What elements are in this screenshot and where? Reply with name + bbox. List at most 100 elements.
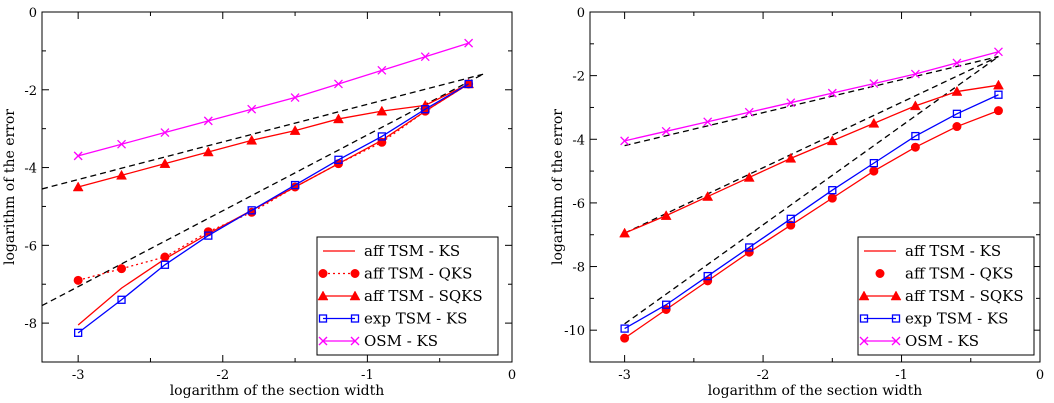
legend-label: aff TSM - QKS	[364, 265, 472, 283]
data-point	[620, 136, 630, 146]
reference-line	[42, 73, 484, 307]
data-point	[786, 214, 795, 223]
legend-label: OSM - KS	[905, 332, 979, 350]
data-point	[827, 193, 837, 203]
cross-stroke	[994, 47, 1003, 57]
series-line	[77, 42, 469, 157]
cross-stroke	[786, 98, 796, 108]
legend: aff TSM - KS aff TSM - QKS aff TSM - SQKS e…	[857, 236, 1035, 356]
data-point	[420, 52, 430, 62]
data-point	[376, 105, 388, 116]
cross-stroke	[464, 38, 474, 48]
data-point	[952, 109, 962, 118]
y-tick-label: -2	[24, 84, 37, 99]
data-point	[869, 158, 878, 168]
data-point	[117, 139, 126, 149]
x-tick-label: -3	[72, 368, 85, 383]
y-tick-label: 0	[577, 6, 585, 21]
data-point	[661, 305, 671, 314]
x-tick-label: -3	[618, 368, 631, 383]
cross-stroke	[661, 126, 671, 136]
x-tick-label: 0	[508, 368, 516, 383]
cross-stroke	[203, 116, 213, 126]
series-line	[624, 84, 999, 234]
data-point	[202, 146, 214, 157]
cross-stroke	[247, 104, 257, 114]
legend-swatch-marker	[859, 336, 869, 346]
cross-stroke	[952, 58, 962, 68]
data-point	[744, 107, 754, 117]
cross-stroke	[827, 88, 837, 98]
legend-swatch-marker	[891, 314, 901, 323]
legend-label: exp TSM - KS	[364, 310, 467, 328]
y-tick-label: -8	[24, 317, 37, 332]
legend-swatch-marker	[318, 269, 328, 278]
data-point	[743, 171, 755, 182]
cross-stroke	[891, 336, 901, 346]
data-point	[910, 69, 920, 79]
y-axis-label: logarithm of the error	[2, 109, 18, 265]
legend-item: aff TSM - KS	[323, 242, 460, 260]
legend-item: aff TSM - KS	[864, 242, 1001, 260]
reference-line	[624, 55, 999, 147]
series-line	[77, 83, 469, 334]
data-point	[377, 132, 386, 141]
data-point	[464, 38, 474, 48]
legend-item: aff TSM - SQKS	[858, 287, 1024, 305]
series-line	[624, 94, 999, 330]
data-point	[73, 151, 83, 161]
reference-line	[42, 73, 484, 190]
x-tick-label: 0	[1036, 368, 1044, 383]
cross-stroke	[334, 79, 343, 89]
y-axis-label: logarithm of the error	[550, 109, 566, 265]
legend-label: exp TSM - KS	[905, 310, 1008, 328]
y-tick-label: -8	[572, 261, 585, 276]
data-point	[951, 86, 963, 96]
legend-swatch-marker	[318, 336, 328, 346]
data-point	[333, 113, 344, 124]
x-axis-label: logarithm of the section width	[170, 383, 385, 399]
data-point	[247, 206, 256, 215]
cross-stroke	[703, 117, 713, 127]
data-point	[909, 100, 921, 111]
cross-stroke	[160, 128, 170, 138]
data-point	[993, 106, 1003, 116]
data-point	[160, 260, 170, 269]
cross-stroke	[117, 139, 126, 149]
x-tick-label: -2	[757, 368, 770, 383]
legend-item: OSM - KS	[859, 332, 979, 350]
cross-stroke	[744, 107, 754, 117]
y-tick-label: 0	[29, 6, 37, 21]
data-point	[204, 231, 213, 240]
data-point	[786, 98, 796, 108]
y-tick-label: -10	[564, 324, 585, 339]
data-point	[660, 210, 672, 220]
data-point	[994, 90, 1003, 99]
legend-label: aff TSM - SQKS	[364, 287, 483, 305]
data-point	[952, 58, 962, 68]
data-point	[703, 117, 713, 127]
data-point	[377, 65, 387, 75]
data-point	[620, 324, 629, 333]
legend-item: aff TSM - QKS	[875, 265, 1013, 283]
data-point	[702, 191, 714, 201]
cross-stroke	[290, 93, 300, 103]
data-point	[952, 122, 962, 132]
data-point	[117, 264, 127, 274]
data-point	[826, 135, 838, 146]
left-chart: -3 -2 -1 0 0 -2 -4 -6 -8 logarithm of the section…	[2, 6, 516, 399]
y-tick-label: -6	[572, 197, 585, 212]
data-point	[159, 158, 171, 168]
legend-swatch-marker	[859, 314, 869, 323]
data-point	[620, 333, 630, 343]
y-tick-label: -6	[24, 239, 37, 254]
data-point	[421, 105, 430, 114]
legend-label: aff TSM - SQKS	[905, 287, 1024, 305]
series-line	[77, 83, 469, 326]
data-point	[868, 117, 880, 128]
y-tick-label: -4	[24, 162, 37, 177]
data-point	[869, 79, 879, 89]
x-tick-label: -1	[895, 368, 908, 383]
